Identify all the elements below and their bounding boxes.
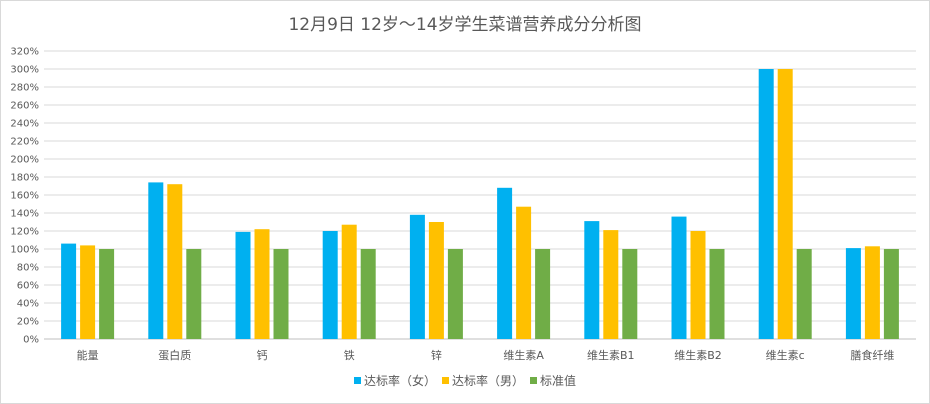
legend-label: 标准值 <box>540 374 577 388</box>
x-category-label: 铁 <box>344 349 355 362</box>
bar-standard <box>883 249 899 339</box>
bar-male <box>864 246 880 339</box>
y-tick-label: 100% <box>10 245 39 256</box>
bar-standard <box>273 249 289 339</box>
y-tick-label: 140% <box>10 209 39 220</box>
bar-standard <box>709 249 725 339</box>
bar-male <box>690 231 706 339</box>
y-tick-label: 200% <box>10 155 39 166</box>
bar-female <box>497 187 513 339</box>
bar-standard <box>186 249 202 339</box>
bar-standard <box>99 249 115 339</box>
y-tick-label: 320% <box>10 47 39 58</box>
bar-standard <box>535 249 551 339</box>
legend-swatch <box>353 377 361 384</box>
bar-male <box>80 245 96 339</box>
y-tick-label: 0% <box>23 335 39 346</box>
y-tick-label: 20% <box>17 317 39 328</box>
legend-item: 达标率（女） <box>353 372 436 389</box>
y-tick-label: 60% <box>17 281 39 292</box>
x-category-label: 维生素A <box>503 348 544 362</box>
x-category-label: 膳食纤维 <box>850 348 894 362</box>
bar-male <box>603 230 619 339</box>
bar-female <box>235 231 251 339</box>
x-category-label: 维生素B2 <box>674 348 722 362</box>
x-category-label: 蛋白质 <box>158 348 191 362</box>
bar-male <box>254 229 270 339</box>
legend-item: 达标率（男） <box>441 372 524 389</box>
bar-standard <box>796 249 812 339</box>
bar-female <box>61 243 77 339</box>
y-tick-label: 280% <box>10 83 39 94</box>
legend-swatch <box>441 377 449 384</box>
chart-title: 12月9日 12岁～14岁学生菜谱营养成分分析图 <box>288 15 642 35</box>
y-tick-label: 240% <box>10 119 39 130</box>
y-tick-label: 220% <box>10 137 39 148</box>
bar-female <box>322 231 338 339</box>
bar-male <box>777 69 793 339</box>
bar-male <box>428 222 444 339</box>
x-category-label: 维生素c <box>766 348 805 362</box>
y-tick-label: 300% <box>10 65 39 76</box>
legend-label: 达标率（女） <box>363 374 436 388</box>
x-category-label: 能量 <box>77 348 99 362</box>
x-category-label: 锌 <box>431 348 442 362</box>
bar-male <box>167 184 183 339</box>
y-tick-label: 40% <box>17 299 39 310</box>
y-tick-label: 80% <box>17 263 39 274</box>
bar-female <box>584 221 600 339</box>
chart-legend: 达标率（女） 达标率（男） 标准值 <box>0 372 930 389</box>
legend-label: 达标率（男） <box>451 374 524 388</box>
bar-standard <box>622 249 638 339</box>
y-tick-label: 180% <box>10 173 39 184</box>
bar-female <box>758 69 774 339</box>
bar-female <box>409 214 425 339</box>
y-tick-label: 120% <box>10 227 39 238</box>
bar-female <box>148 182 164 339</box>
bar-male <box>341 224 357 339</box>
y-tick-label: 260% <box>10 101 39 112</box>
bar-standard <box>360 249 376 339</box>
x-category-label: 维生素B1 <box>587 348 635 362</box>
legend-swatch <box>530 377 537 384</box>
legend-item: 标准值 <box>530 372 576 389</box>
x-category-label: 钙 <box>257 348 268 362</box>
bar-female <box>671 216 687 339</box>
bar-female <box>845 248 861 339</box>
bar-male <box>516 206 532 339</box>
y-tick-label: 160% <box>10 191 39 202</box>
bar-standard <box>447 249 463 339</box>
